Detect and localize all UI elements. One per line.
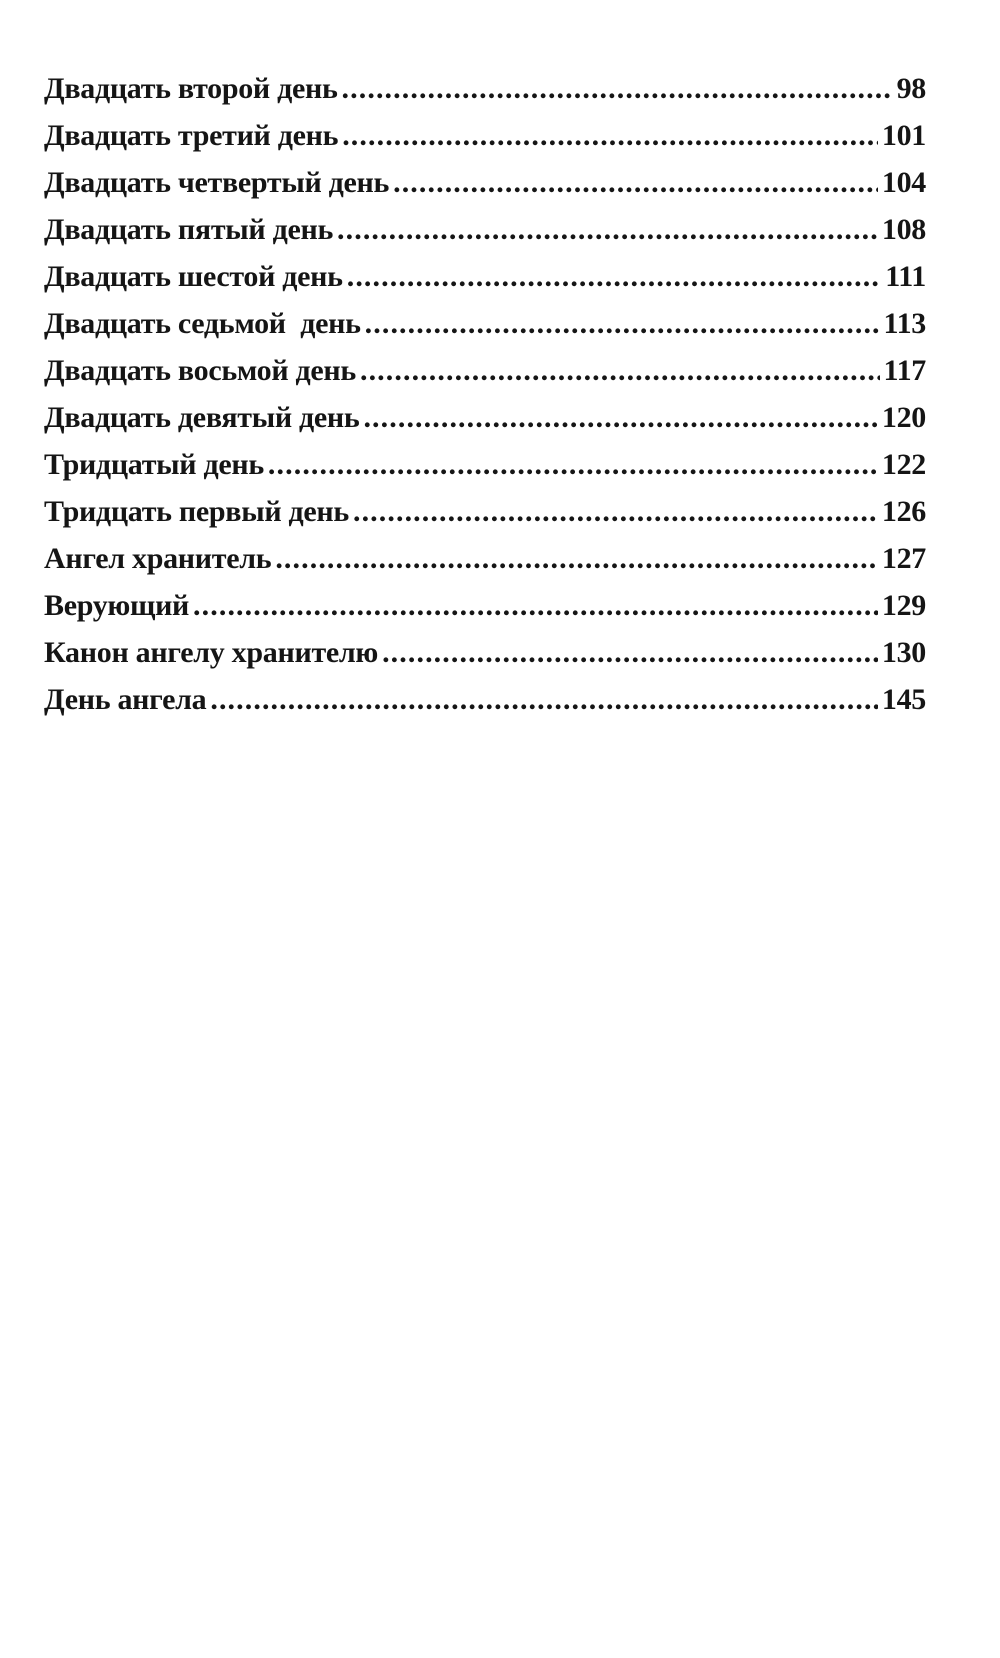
toc-entry-title: Тридцатый день xyxy=(44,448,264,481)
toc-entry-page: 130 xyxy=(881,636,926,669)
toc-entry-title: Ангел хранитель xyxy=(44,542,272,575)
toc-entry-title: Двадцать восьмой день xyxy=(44,354,356,387)
toc-entry-page: 120 xyxy=(881,401,926,434)
dot-leader xyxy=(193,589,878,623)
toc-entry: Двадцать девятый день 120 xyxy=(44,401,926,448)
toc-entry-page: 101 xyxy=(881,119,926,152)
toc-entry: Ангел хранитель 127 xyxy=(44,542,926,589)
toc-entry: Двадцать второй день 98 xyxy=(44,72,926,119)
toc-entry-page: 126 xyxy=(881,495,926,528)
toc-entry-page: 127 xyxy=(881,542,926,575)
dot-leader xyxy=(210,683,878,717)
table-of-contents: Двадцать второй день 98 Двадцать третий де… xyxy=(44,72,926,730)
toc-entry-page: 117 xyxy=(883,354,927,387)
toc-entry-page: 98 xyxy=(896,72,927,105)
dot-leader xyxy=(365,307,880,341)
toc-entry-page: 129 xyxy=(881,589,926,622)
dot-leader xyxy=(268,448,878,482)
toc-entry-page: 113 xyxy=(883,307,927,340)
dot-leader xyxy=(353,495,878,529)
toc-entry-title: Двадцать девятый день xyxy=(44,401,360,434)
dot-leader xyxy=(275,542,878,576)
toc-entry-title: День ангела xyxy=(44,683,207,716)
dot-leader xyxy=(337,213,878,247)
dot-leader xyxy=(342,72,893,106)
toc-entry: Двадцать пятый день 108 xyxy=(44,213,926,260)
toc-entry-title: Двадцать пятый день xyxy=(44,213,334,246)
toc-entry-page: 122 xyxy=(881,448,926,481)
toc-entry-page: 111 xyxy=(885,260,926,293)
toc-entry: Двадцать восьмой день 117 xyxy=(44,354,926,401)
dot-leader xyxy=(347,260,881,294)
toc-entry: Канон ангелу хранителю 130 xyxy=(44,636,926,683)
dot-leader xyxy=(382,636,878,670)
toc-entry: День ангела 145 xyxy=(44,683,926,730)
toc-entry-title: Двадцать шестой день xyxy=(44,260,343,293)
toc-entry-title: Двадцать третий день xyxy=(44,119,339,152)
toc-entry: Тридцать первый день 126 xyxy=(44,495,926,542)
toc-entry-title: Двадцать второй день xyxy=(44,72,338,105)
toc-entry-title: Двадцать четвертый день xyxy=(44,166,390,199)
toc-entry: Двадцать шестой день 111 xyxy=(44,260,926,307)
toc-entry-title: Двадцать седьмой день xyxy=(44,307,361,340)
dot-leader xyxy=(393,166,878,200)
toc-entry: Двадцать седьмой день 113 xyxy=(44,307,926,354)
toc-entry-title: Тридцать первый день xyxy=(44,495,349,528)
toc-entry-page: 104 xyxy=(881,166,926,199)
toc-entry-title: Верующий xyxy=(44,589,190,622)
toc-entry: Верующий 129 xyxy=(44,589,926,636)
toc-entry: Тридцатый день 122 xyxy=(44,448,926,495)
toc-entry-title: Канон ангелу хранителю xyxy=(44,636,379,669)
toc-entry: Двадцать четвертый день 104 xyxy=(44,166,926,213)
toc-entry: Двадцать третий день 101 xyxy=(44,119,926,166)
dot-leader xyxy=(363,401,877,435)
dot-leader xyxy=(360,354,880,388)
dot-leader xyxy=(342,119,878,153)
toc-entry-page: 108 xyxy=(881,213,926,246)
toc-entry-page: 145 xyxy=(881,683,926,716)
